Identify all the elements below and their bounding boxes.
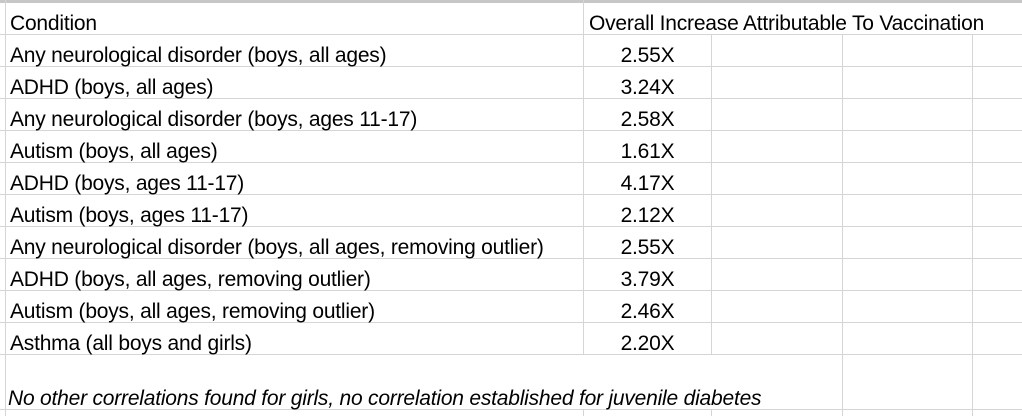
cell-condition[interactable]: ADHD (boys, all ages)	[10, 76, 214, 99]
cell-condition[interactable]: Any neurological disorder (boys, ages 11…	[10, 108, 418, 131]
cell-condition[interactable]: Autism (boys, all ages, removing outlier…	[10, 300, 375, 323]
gridline-vertical	[5, 0, 6, 416]
cell-increase-value[interactable]: 2.55X	[620, 236, 675, 259]
gridline-vertical	[711, 34, 712, 355]
cell-condition[interactable]: Autism (boys, ages 11-17)	[10, 204, 249, 227]
cell-increase-value[interactable]: 2.55X	[620, 44, 675, 67]
cell-condition[interactable]: Any neurological disorder (boys, all age…	[10, 44, 387, 67]
cell-increase-value[interactable]: 1.61X	[620, 140, 675, 163]
gridline-vertical	[842, 34, 843, 416]
gridline-horizontal	[0, 409, 1022, 410]
top-edge-line	[0, 0, 1022, 3]
cell-increase-value[interactable]: 2.20X	[620, 332, 675, 355]
cell-condition[interactable]: Autism (boys, all ages)	[10, 140, 218, 163]
cell-condition[interactable]: Any neurological disorder (boys, all age…	[10, 236, 544, 259]
gridline-vertical	[972, 34, 973, 416]
gridline-horizontal	[0, 258, 1022, 259]
cell-increase-value[interactable]: 3.24X	[620, 76, 675, 99]
footnote-cell[interactable]: No other correlations found for girls, n…	[8, 387, 762, 410]
gridline-horizontal	[0, 34, 1022, 35]
gridline-horizontal	[0, 66, 1022, 67]
gridline-horizontal	[0, 130, 1022, 131]
gridline-vertical	[583, 0, 584, 355]
cell-increase-value[interactable]: 3.79X	[620, 268, 675, 291]
gridline-horizontal	[0, 194, 1022, 195]
cell-condition[interactable]: ADHD (boys, ages 11-17)	[10, 172, 245, 195]
gridline-horizontal	[0, 226, 1022, 227]
gridline-vertical	[711, 409, 712, 416]
cell-increase-value[interactable]: 2.46X	[620, 300, 675, 323]
gridline-horizontal	[0, 322, 1022, 323]
gridline-horizontal	[0, 290, 1022, 291]
gridline-horizontal	[0, 354, 1022, 355]
gridline-vertical	[583, 409, 584, 416]
cell-condition[interactable]: Asthma (all boys and girls)	[10, 332, 252, 355]
gridline-horizontal	[0, 98, 1022, 99]
gridline-horizontal	[0, 162, 1022, 163]
cell-increase-value[interactable]: 2.12X	[620, 204, 675, 227]
cell-condition[interactable]: ADHD (boys, all ages, removing outlier)	[10, 268, 371, 291]
cell-increase-value[interactable]: 2.58X	[620, 108, 675, 131]
column-header-condition[interactable]: Condition	[10, 12, 97, 35]
column-header-overall-increase[interactable]: Overall Increase Attributable To Vaccina…	[589, 12, 985, 35]
cell-increase-value[interactable]: 4.17X	[620, 172, 675, 195]
